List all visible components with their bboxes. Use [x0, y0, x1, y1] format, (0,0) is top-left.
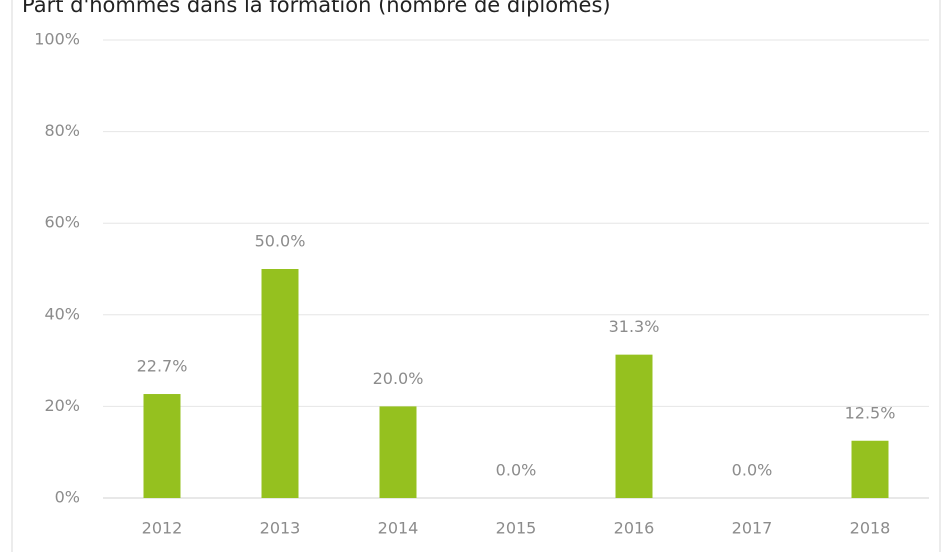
chart-frame	[11, 0, 941, 552]
data-label: 50.0%	[255, 232, 306, 251]
y-tick-label: 60%	[44, 213, 80, 232]
data-label: 12.5%	[845, 403, 896, 422]
data-label: 20.0%	[373, 369, 424, 388]
x-tick-label: 2017	[732, 519, 773, 538]
bar	[851, 440, 889, 498]
x-tick-label: 2013	[260, 519, 301, 538]
x-tick-label: 2018	[850, 519, 891, 538]
bar	[143, 394, 181, 498]
bar	[615, 354, 653, 498]
x-tick-label: 2012	[142, 519, 183, 538]
chart-title: Part d'hommes dans la formation (nombre …	[22, 0, 611, 17]
data-label: 22.7%	[137, 357, 188, 376]
y-tick-label: 0%	[55, 488, 80, 507]
y-tick-label: 80%	[44, 121, 80, 140]
x-tick-label: 2016	[614, 519, 655, 538]
x-tick-label: 2014	[378, 519, 419, 538]
bar	[379, 406, 417, 498]
y-tick-label: 20%	[44, 396, 80, 415]
data-label: 31.3%	[609, 317, 660, 336]
data-label: 0.0%	[732, 461, 773, 480]
x-tick-label: 2015	[496, 519, 537, 538]
bar	[261, 269, 299, 498]
y-tick-label: 40%	[44, 304, 80, 323]
data-label: 0.0%	[496, 461, 537, 480]
y-tick-label: 100%	[34, 30, 80, 49]
